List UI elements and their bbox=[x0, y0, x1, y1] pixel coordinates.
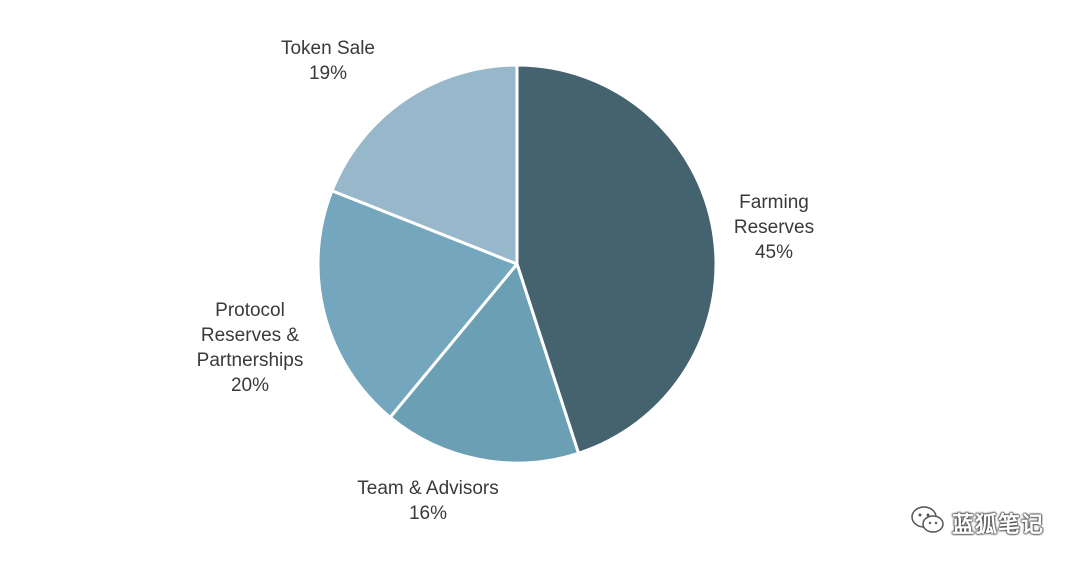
slice-label-protocol-reserves-partnerships: Protocol Reserves & Partnerships 20% bbox=[197, 300, 304, 396]
slice-name-line: Protocol bbox=[215, 300, 285, 321]
slice-name-line: Reserves & bbox=[201, 325, 300, 346]
slice-name-line: Team & Advisors bbox=[357, 478, 499, 499]
watermark: 蓝狐笔记 bbox=[910, 505, 1044, 540]
slice-name-line: Reserves bbox=[734, 217, 814, 238]
pie-slice-team-advisors bbox=[388, 262, 580, 465]
slice-name-line: Farming bbox=[739, 192, 809, 213]
slice-value-label: 19% bbox=[309, 63, 347, 84]
pie-labels: Farming Reserves 45% Team & Advisors 16% Prot… bbox=[197, 38, 814, 524]
slice-name-line: Partnerships bbox=[197, 350, 304, 371]
slice-label-team-advisors: Team & Advisors 16% bbox=[357, 478, 499, 524]
slice-value-label: 45% bbox=[755, 242, 793, 263]
watermark-text: 蓝狐笔记 bbox=[951, 512, 1044, 538]
pie-slice-farming-reserves bbox=[515, 63, 718, 455]
slice-value-label: 20% bbox=[231, 375, 269, 396]
pie-slice-protocol-reserves-partnerships bbox=[316, 189, 519, 419]
pie-slice-token-sale bbox=[330, 63, 519, 266]
wechat-icon bbox=[910, 505, 946, 540]
slice-value-label: 16% bbox=[409, 503, 447, 524]
slice-name-line: Token Sale bbox=[281, 38, 375, 59]
slice-label-farming-reserves: Farming Reserves 45% bbox=[734, 192, 814, 263]
slice-label-token-sale: Token Sale 19% bbox=[281, 38, 375, 84]
pie-slices bbox=[316, 63, 718, 465]
